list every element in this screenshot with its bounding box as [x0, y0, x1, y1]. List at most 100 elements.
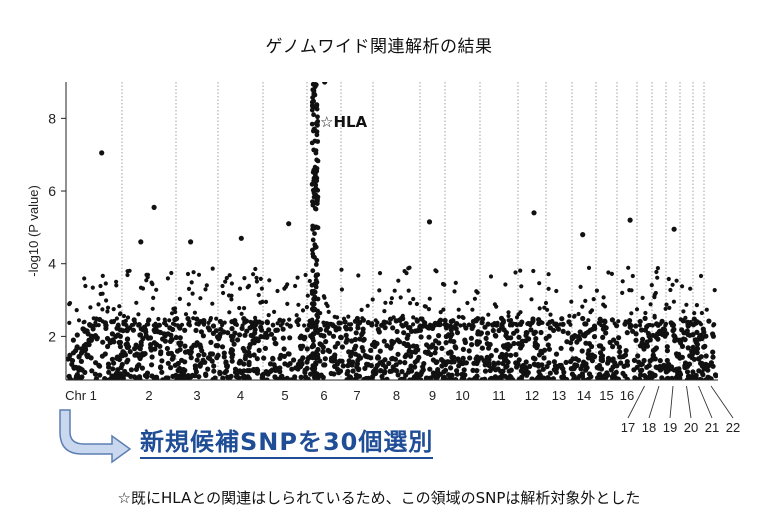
snp-point: [227, 273, 232, 278]
snp-point: [650, 332, 656, 338]
snp-point: [129, 322, 134, 328]
snp-point: [581, 377, 587, 380]
x-tick-label: 6: [320, 388, 327, 403]
snp-point: [670, 328, 676, 334]
snp-point: [225, 374, 231, 380]
snp-point: [452, 289, 457, 294]
snp-point: [439, 345, 445, 351]
peak-point: [627, 217, 633, 223]
snp-point: [420, 364, 426, 370]
snp-point: [304, 359, 310, 365]
snp-point: [229, 297, 234, 302]
snp-point: [482, 368, 489, 374]
snp-point: [485, 321, 491, 327]
snp-point: [312, 206, 318, 211]
snp-point: [532, 340, 538, 346]
snp-point: [531, 268, 536, 274]
snp-point: [245, 285, 250, 290]
snp-point: [620, 279, 625, 284]
snp-point: [701, 344, 707, 350]
snp-point: [401, 330, 407, 336]
snp-point: [409, 377, 415, 380]
snp-point: [494, 304, 499, 309]
snp-point: [370, 297, 375, 302]
snp-point: [100, 273, 105, 278]
snp-point: [610, 318, 615, 323]
snp-point: [470, 318, 476, 325]
snp-point: [600, 326, 607, 332]
snp-point: [310, 268, 316, 274]
snp-point: [426, 334, 432, 340]
snp-point: [277, 369, 283, 375]
snp-point: [536, 320, 542, 327]
y-axis-label: -log10 (P value): [26, 185, 41, 277]
snp-point: [703, 353, 709, 359]
axes: 2 4 6 8: [48, 82, 718, 381]
snp-point: [76, 354, 82, 360]
snp-point: [458, 323, 463, 328]
snp-point: [190, 291, 195, 296]
snp-point: [275, 288, 280, 294]
snp-point: [462, 360, 468, 366]
snp-point: [572, 313, 577, 318]
snp-point: [399, 369, 405, 375]
snp-point: [239, 311, 244, 316]
snp-point: [379, 359, 385, 365]
snp-point: [144, 370, 151, 376]
snp-point: [125, 272, 130, 278]
snp-point: [193, 327, 199, 333]
snp-point: [433, 377, 439, 380]
snp-point: [183, 312, 189, 317]
snp-point: [328, 370, 334, 377]
snp-point: [664, 357, 670, 364]
snp-point: [116, 322, 121, 327]
x-leader-line: [698, 385, 713, 419]
snp-point: [109, 356, 115, 362]
snp-point: [247, 342, 253, 348]
snp-point: [74, 332, 80, 338]
snp-point: [160, 377, 166, 380]
snp-point: [461, 367, 467, 373]
snp-point: [442, 367, 449, 373]
snp-point: [484, 354, 490, 360]
snp-point: [406, 288, 411, 293]
snp-point: [330, 333, 337, 339]
x-tick-label: 2: [145, 388, 152, 403]
snp-point: [441, 307, 446, 312]
snp-point: [211, 368, 217, 374]
snp-point: [487, 367, 493, 374]
snp-point: [546, 272, 551, 277]
snp-point: [320, 349, 326, 355]
snp-point: [189, 345, 195, 351]
snp-point: [411, 315, 416, 320]
snp-point: [446, 332, 452, 338]
snp-point: [231, 341, 237, 347]
snp-point: [388, 300, 394, 305]
snp-point: [260, 299, 265, 304]
peak-point: [151, 204, 157, 210]
snp-point: [635, 353, 641, 359]
snp-point: [330, 354, 336, 360]
snp-point: [177, 335, 183, 341]
snp-point: [254, 279, 259, 284]
peak-point: [238, 235, 244, 241]
snp-point: [418, 371, 424, 377]
snp-point: [552, 363, 559, 369]
snp-point: [70, 337, 76, 343]
peak-point: [322, 82, 328, 85]
snp-point: [67, 376, 73, 380]
snp-point: [700, 372, 706, 378]
snp-point: [518, 310, 523, 315]
snp-point: [103, 281, 108, 286]
snp-point: [205, 355, 211, 361]
snp-point: [395, 351, 401, 357]
snp-point: [685, 331, 691, 338]
snp-point: [449, 372, 455, 378]
snp-point: [191, 316, 196, 321]
snp-point: [671, 367, 677, 373]
snp-point: [173, 309, 178, 315]
snp-point: [220, 375, 226, 380]
snp-point: [560, 328, 566, 334]
snp-point: [620, 290, 625, 295]
snp-point: [666, 276, 671, 282]
